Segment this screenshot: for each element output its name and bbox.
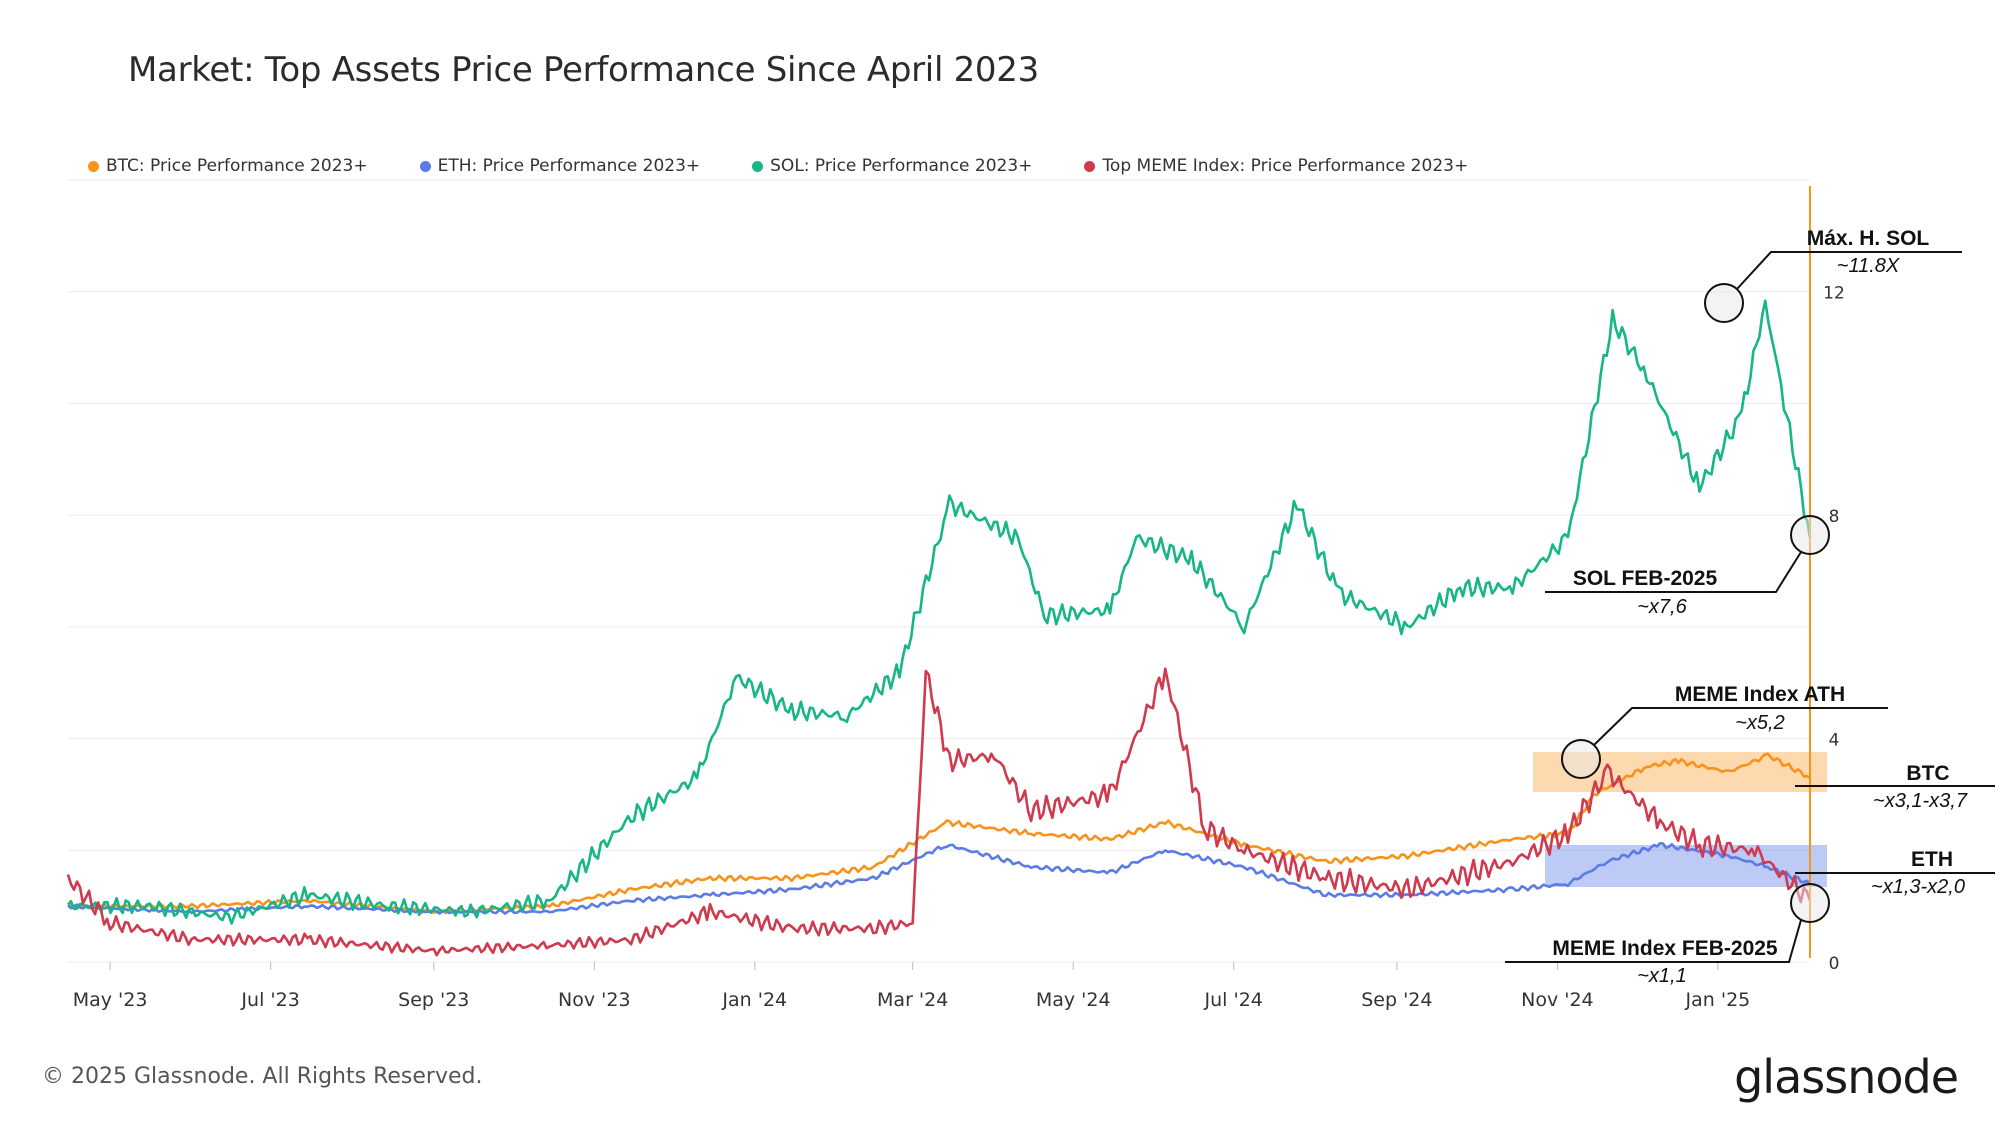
sol-feb-title: SOL FEB-2025	[1573, 567, 1718, 590]
sol-feb-value: ~x7,6	[1637, 596, 1687, 618]
sol-peak-value: ~11.8X	[1837, 255, 1900, 277]
sol-peak-title: Máx. H. SOL	[1807, 227, 1930, 250]
meme-ath-marker	[1561, 739, 1601, 779]
legend-dot-sol	[752, 160, 764, 172]
series-line-eth	[67, 841, 1811, 915]
btc-title: BTC	[1906, 762, 1949, 785]
sol-peak-marker	[1704, 283, 1744, 323]
y-tick-label: 4	[1829, 731, 1840, 751]
series-line-btc	[67, 752, 1811, 915]
x-tick-label: May '23	[73, 989, 148, 1011]
sol-peak-leader	[1736, 251, 1962, 290]
meme-feb-title: MEME Index FEB-2025	[1552, 937, 1778, 960]
legend: BTC: Price Performance 2023+ ETH: Price …	[88, 156, 1468, 176]
legend-item-eth[interactable]: ETH: Price Performance 2023+	[419, 156, 701, 176]
eth-range-band	[1545, 845, 1827, 887]
glassnode-logo: glassnode	[1734, 1050, 1959, 1104]
series-line-meme	[66, 667, 1812, 957]
eth-title: ETH	[1911, 848, 1953, 871]
y-tick-label: 8	[1829, 507, 1840, 527]
x-tick-label: Jan '24	[721, 989, 787, 1011]
x-tick-label: Mar '24	[877, 989, 948, 1011]
legend-label-btc: BTC: Price Performance 2023+	[106, 156, 368, 176]
meme-feb-leader	[1505, 919, 1802, 963]
chart-title: Market: Top Assets Price Performance Sin…	[128, 50, 1039, 90]
legend-label-eth: ETH: Price Performance 2023+	[437, 156, 701, 176]
x-tick-label: Jan '25	[1685, 989, 1751, 1011]
meme-ath-value: ~x5,2	[1735, 712, 1784, 734]
legend-dot-meme	[1084, 160, 1096, 172]
annotations: Máx. H. SOL ~11.8X SOL FEB-2025 ~x7,6 ME…	[1505, 227, 1995, 987]
meme-ath-title: MEME Index ATH	[1675, 683, 1845, 706]
y-tick-label: 12	[1823, 284, 1845, 304]
sol-feb-leader	[1545, 551, 1802, 593]
legend-label-meme: Top MEME Index: Price Performance 2023+	[1102, 156, 1469, 176]
legend-dot-eth	[419, 160, 431, 172]
legend-item-sol[interactable]: SOL: Price Performance 2023+	[752, 156, 1032, 176]
series-line-sol	[67, 299, 1812, 925]
x-tick-label: Sep '24	[1361, 989, 1432, 1011]
legend-label-sol: SOL: Price Performance 2023+	[770, 156, 1033, 176]
x-axis: May '23 Jul '23 Sep '23 Nov '23 Jan '24 Mar '…	[73, 962, 1751, 1011]
x-tick-label: Nov '24	[1521, 989, 1594, 1011]
meme-feb-marker	[1790, 883, 1830, 923]
x-tick-label: Sep '23	[398, 989, 469, 1011]
grid-lines	[68, 179, 1810, 963]
meme-feb-value: ~x1,1	[1637, 965, 1686, 987]
meme-ath-leader	[1593, 707, 1888, 746]
y-axis: 0 4 8 12	[1823, 284, 1845, 974]
eth-value: ~x1,3-x2,0	[1871, 876, 1965, 898]
series-lines	[66, 299, 1812, 957]
x-tick-label: Jul '23	[240, 989, 299, 1011]
sol-feb-marker	[1790, 515, 1830, 555]
legend-item-btc[interactable]: BTC: Price Performance 2023+	[88, 156, 368, 176]
btc-value: ~x3,1-x3,7	[1873, 790, 1968, 812]
legend-dot-btc	[88, 160, 99, 172]
x-tick-label: Nov '23	[558, 989, 631, 1011]
legend-item-meme[interactable]: Top MEME Index: Price Performance 2023+	[1084, 156, 1468, 176]
x-tick-label: May '24	[1036, 989, 1111, 1011]
copyright-text: © 2025 Glassnode. All Rights Reserved.	[42, 1064, 483, 1089]
y-tick-label: 0	[1829, 954, 1840, 974]
x-tick-label: Jul '24	[1204, 989, 1263, 1011]
